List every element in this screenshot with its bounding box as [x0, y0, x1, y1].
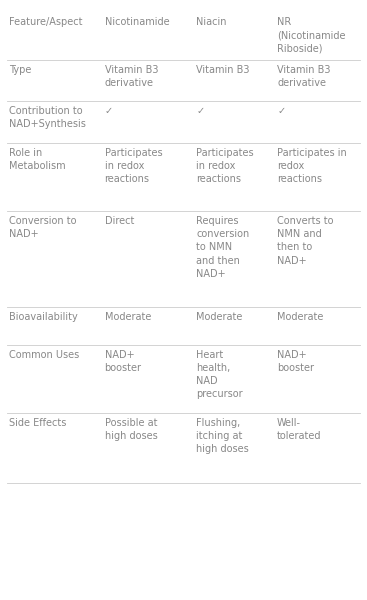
Text: Participates in
redox
reactions: Participates in redox reactions — [277, 148, 347, 184]
Text: ✓: ✓ — [277, 106, 285, 116]
Text: Well-
tolerated: Well- tolerated — [277, 418, 321, 441]
Text: NAD+
booster: NAD+ booster — [105, 350, 142, 373]
Text: Side Effects: Side Effects — [9, 418, 66, 428]
Text: Flushing,
itching at
high doses: Flushing, itching at high doses — [196, 418, 249, 454]
Text: Participates
in redox
reactions: Participates in redox reactions — [105, 148, 162, 184]
Text: Possible at
high doses: Possible at high doses — [105, 418, 157, 441]
Text: Vitamin B3: Vitamin B3 — [196, 65, 250, 75]
Text: Participates
in redox
reactions: Participates in redox reactions — [196, 148, 254, 184]
Text: Moderate: Moderate — [105, 312, 151, 322]
Text: Role in
Metabolism: Role in Metabolism — [9, 148, 66, 171]
Text: Converts to
NMN and
then to
NAD+: Converts to NMN and then to NAD+ — [277, 216, 334, 266]
Text: Direct: Direct — [105, 216, 134, 226]
Text: Vitamin B3
derivative: Vitamin B3 derivative — [105, 65, 158, 88]
Text: Moderate: Moderate — [196, 312, 243, 322]
Text: Heart
health,
NAD
precursor: Heart health, NAD precursor — [196, 350, 243, 400]
Text: Type: Type — [9, 65, 32, 75]
Text: Niacin: Niacin — [196, 17, 227, 27]
Text: Common Uses: Common Uses — [9, 350, 79, 360]
Text: Bioavailability: Bioavailability — [9, 312, 78, 322]
Text: Contribution to
NAD+Synthesis: Contribution to NAD+Synthesis — [9, 106, 86, 129]
Text: Conversion to
NAD+: Conversion to NAD+ — [9, 216, 77, 239]
Text: Feature/Aspect: Feature/Aspect — [9, 17, 83, 27]
Text: ✓: ✓ — [196, 106, 204, 116]
Text: Moderate: Moderate — [277, 312, 323, 322]
Text: Requires
conversion
to NMN
and then
NAD+: Requires conversion to NMN and then NAD+ — [196, 216, 250, 279]
Text: NR
(Nicotinamide
Riboside): NR (Nicotinamide Riboside) — [277, 17, 346, 53]
Text: NAD+
booster: NAD+ booster — [277, 350, 314, 373]
Text: ✓: ✓ — [105, 106, 113, 116]
Text: Vitamin B3
derivative: Vitamin B3 derivative — [277, 65, 331, 88]
Text: Nicotinamide: Nicotinamide — [105, 17, 169, 27]
